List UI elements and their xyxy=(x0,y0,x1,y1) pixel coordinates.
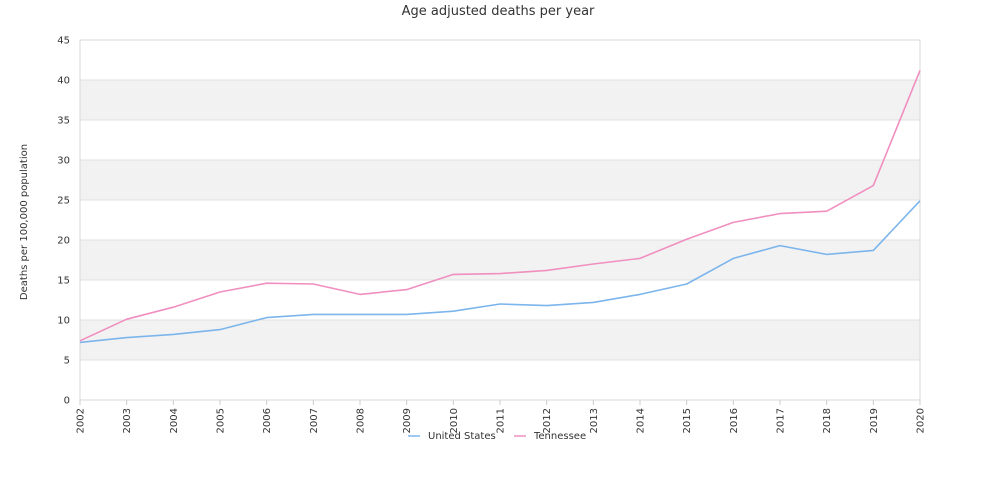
plot-bands xyxy=(80,80,920,360)
x-tick-label: 2011 xyxy=(496,408,507,433)
x-tick-label: 2008 xyxy=(356,408,367,433)
x-tick-label: 2004 xyxy=(169,408,180,433)
x-tick-label: 2017 xyxy=(776,408,787,433)
y-tick-label: 10 xyxy=(57,316,70,327)
x-tick-label: 2015 xyxy=(682,408,693,433)
y-tick-label: 40 xyxy=(57,76,70,87)
series-line-tennessee xyxy=(79,70,921,342)
x-tick-label: 2014 xyxy=(636,408,647,433)
legend-item-tennessee[interactable]: Tennessee xyxy=(514,431,586,442)
x-tick-label: 2016 xyxy=(729,408,740,433)
x-tick-label: 2007 xyxy=(309,408,320,433)
x-tick-label: 2010 xyxy=(449,408,460,433)
x-tick-label: 2006 xyxy=(262,408,273,433)
y-tick-label: 30 xyxy=(57,156,70,167)
y-tick-label: 0 xyxy=(64,396,70,407)
series-lines xyxy=(79,70,921,344)
x-tick-label: 2018 xyxy=(822,408,833,433)
plot-band xyxy=(80,160,920,200)
x-tick-label: 2005 xyxy=(216,408,227,433)
plot-band xyxy=(80,80,920,120)
y-tick-label: 45 xyxy=(57,36,70,47)
x-tick-label: 2013 xyxy=(589,408,600,433)
y-tick-label: 35 xyxy=(57,116,70,127)
y-axis-label: Deaths per 100,000 population xyxy=(19,144,30,300)
x-tick-label: 2009 xyxy=(402,408,413,433)
legend-item-united-states[interactable]: United States xyxy=(408,431,496,442)
legend: United States Tennessee xyxy=(408,431,586,442)
y-tick-label: 15 xyxy=(57,276,70,287)
x-tick-label: 2012 xyxy=(542,408,553,433)
x-tick-label: 2002 xyxy=(76,408,87,433)
series-line-united-states xyxy=(79,200,921,344)
y-axis-ticks: 0 5 10 15 20 25 30 35 40 45 xyxy=(57,36,70,407)
plot-band xyxy=(80,320,920,360)
x-axis-ticks: 2002 2003 2004 2005 2006 2007 2008 2009 2010 2011… xyxy=(76,400,927,433)
x-tick-label: 2003 xyxy=(122,408,133,433)
legend-label-united-states: United States xyxy=(428,431,496,442)
y-tick-label: 20 xyxy=(57,236,70,247)
y-tick-label: 5 xyxy=(64,356,70,367)
legend-label-tennessee: Tennessee xyxy=(533,431,586,442)
chart-title: Age adjusted deaths per year xyxy=(402,4,595,19)
y-tick-label: 25 xyxy=(57,196,70,207)
x-tick-label: 2020 xyxy=(916,408,927,433)
x-tick-label: 2019 xyxy=(869,408,880,433)
